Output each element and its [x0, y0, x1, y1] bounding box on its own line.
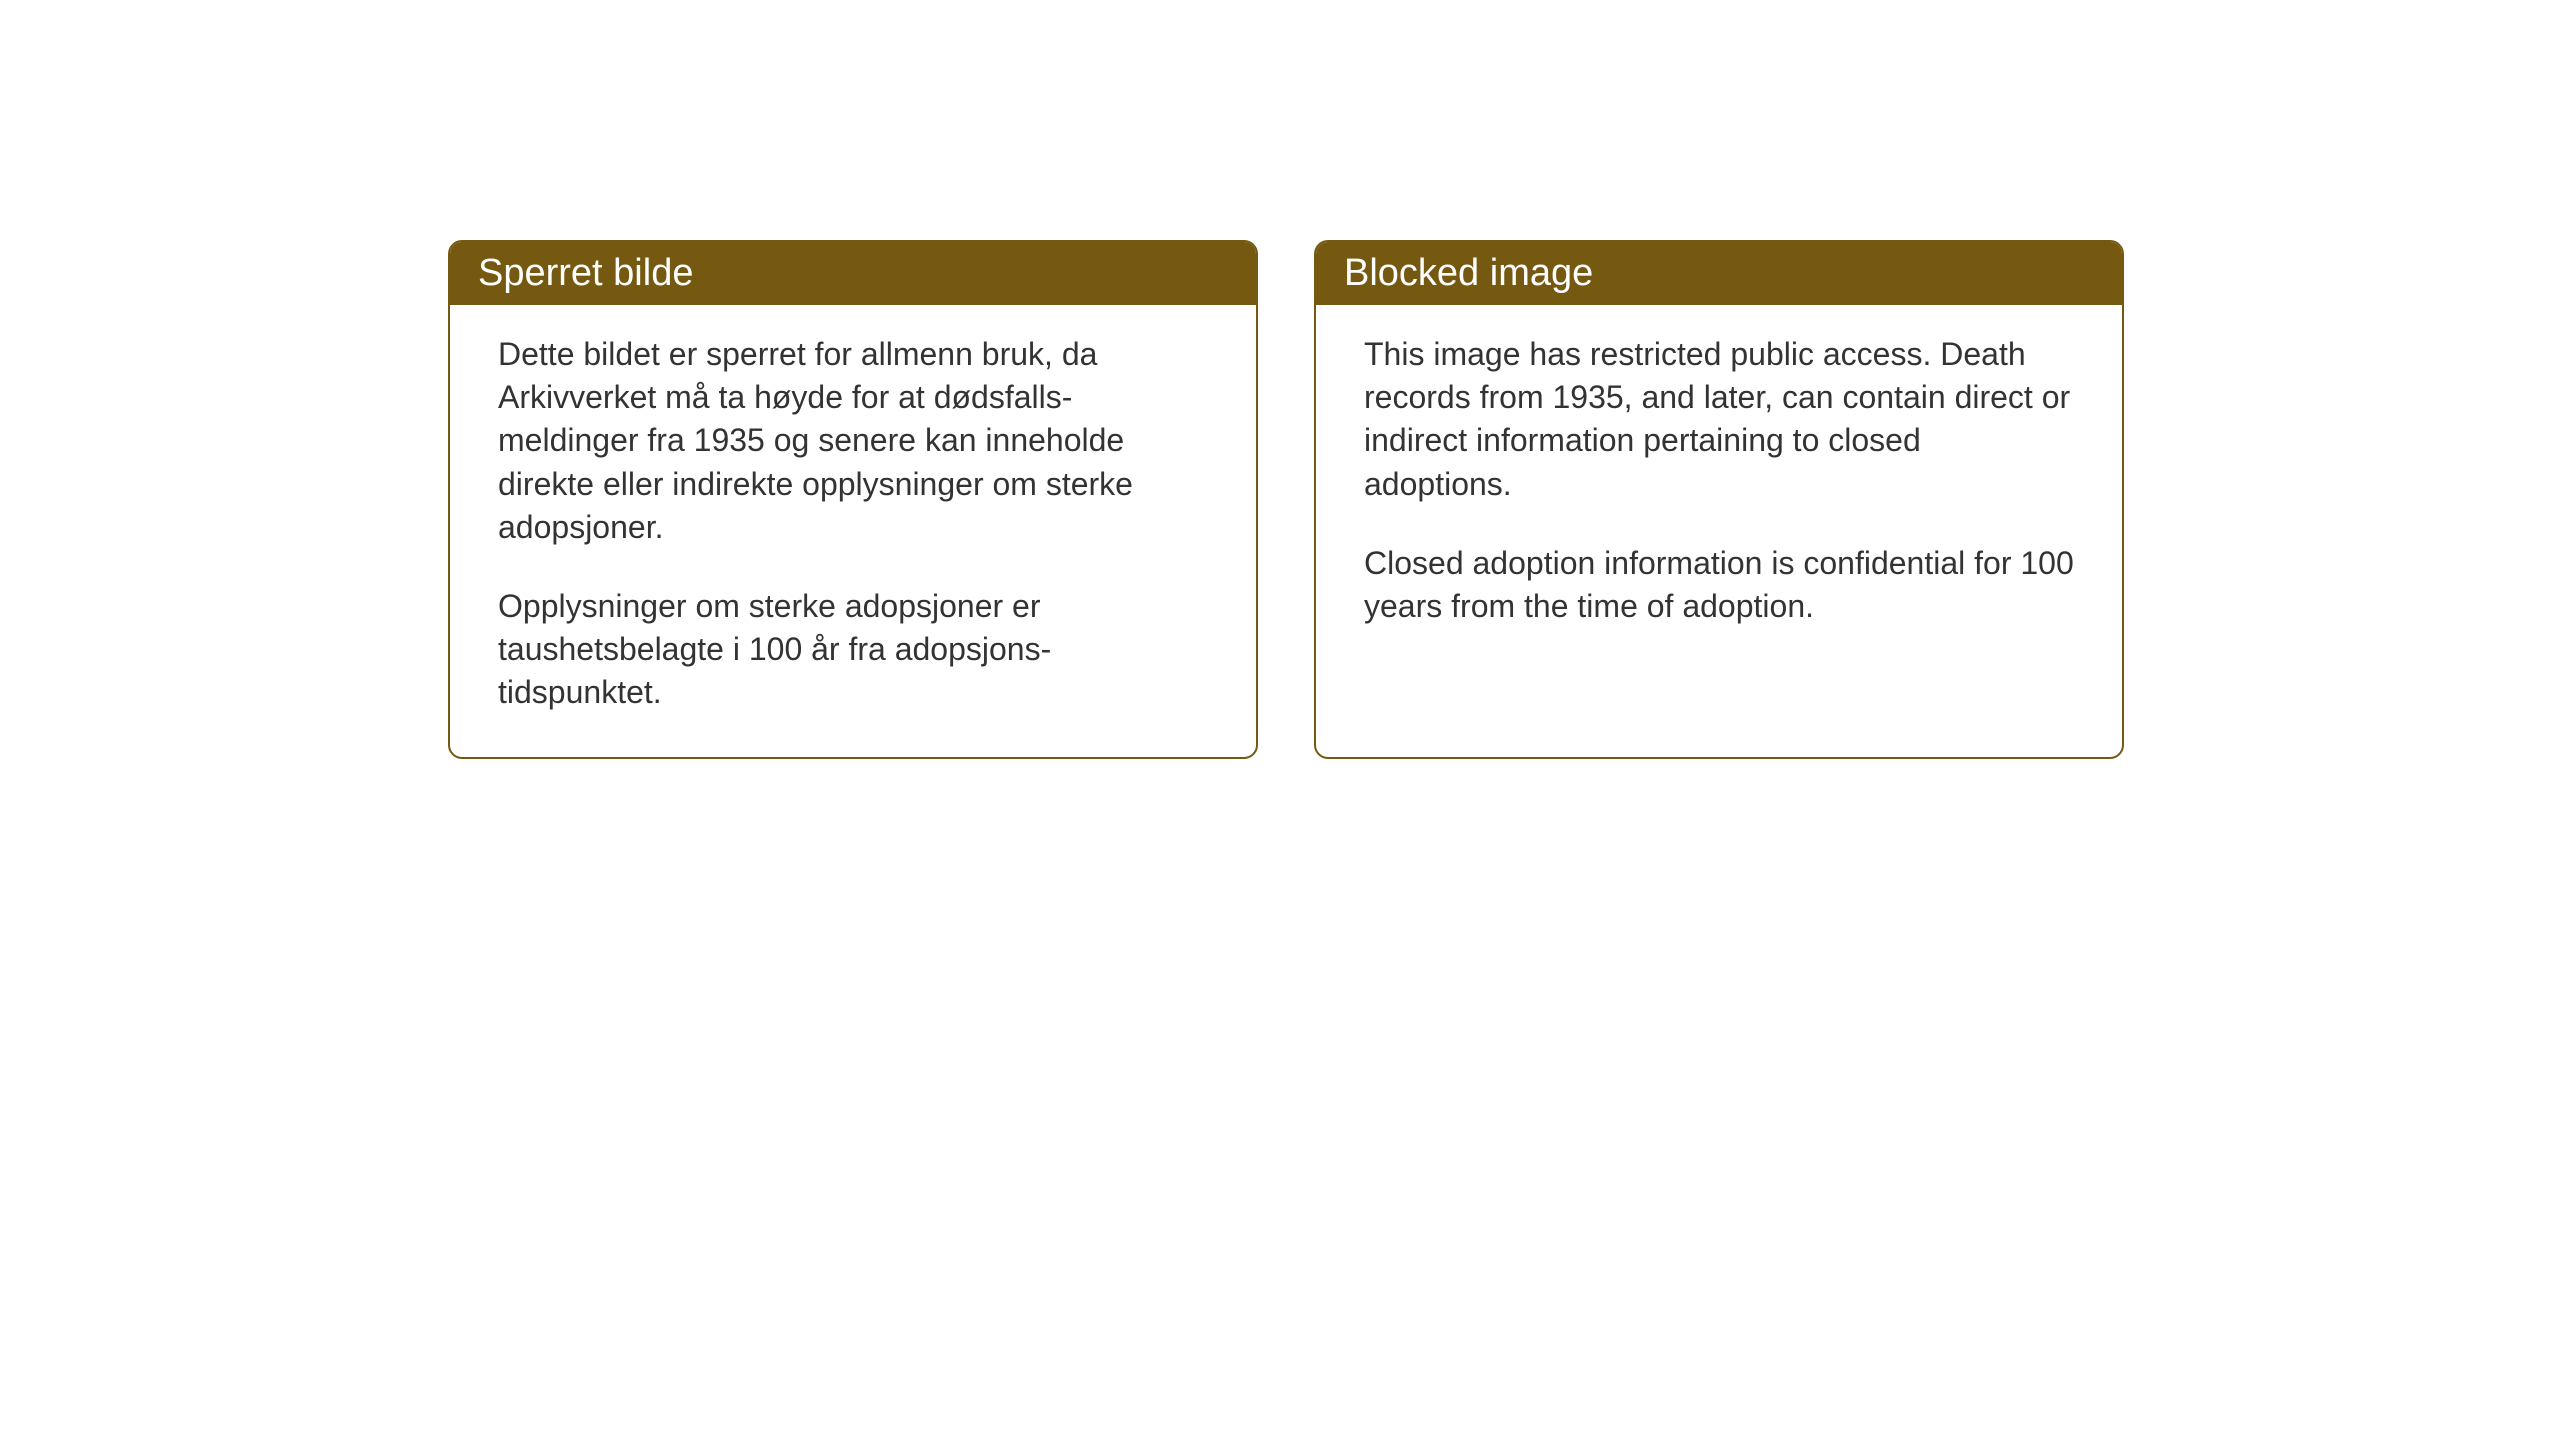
notice-card-english: Blocked image This image has restricted …: [1314, 240, 2124, 759]
card-body-english: This image has restricted public access.…: [1316, 305, 2122, 670]
notice-card-norwegian: Sperret bilde Dette bildet er sperret fo…: [448, 240, 1258, 759]
card-body-norwegian: Dette bildet er sperret for allmenn bruk…: [450, 305, 1256, 757]
card-header-english: Blocked image: [1316, 242, 2122, 305]
card-title: Sperret bilde: [478, 252, 693, 294]
card-paragraph: Opplysninger om sterke adopsjoner er tau…: [498, 585, 1208, 715]
card-title: Blocked image: [1344, 252, 1593, 294]
card-paragraph: Dette bildet er sperret for allmenn bruk…: [498, 333, 1208, 549]
card-paragraph: This image has restricted public access.…: [1364, 333, 2074, 506]
card-paragraph: Closed adoption information is confident…: [1364, 542, 2074, 628]
card-header-norwegian: Sperret bilde: [450, 242, 1256, 305]
notice-cards-container: Sperret bilde Dette bildet er sperret fo…: [448, 240, 2124, 759]
